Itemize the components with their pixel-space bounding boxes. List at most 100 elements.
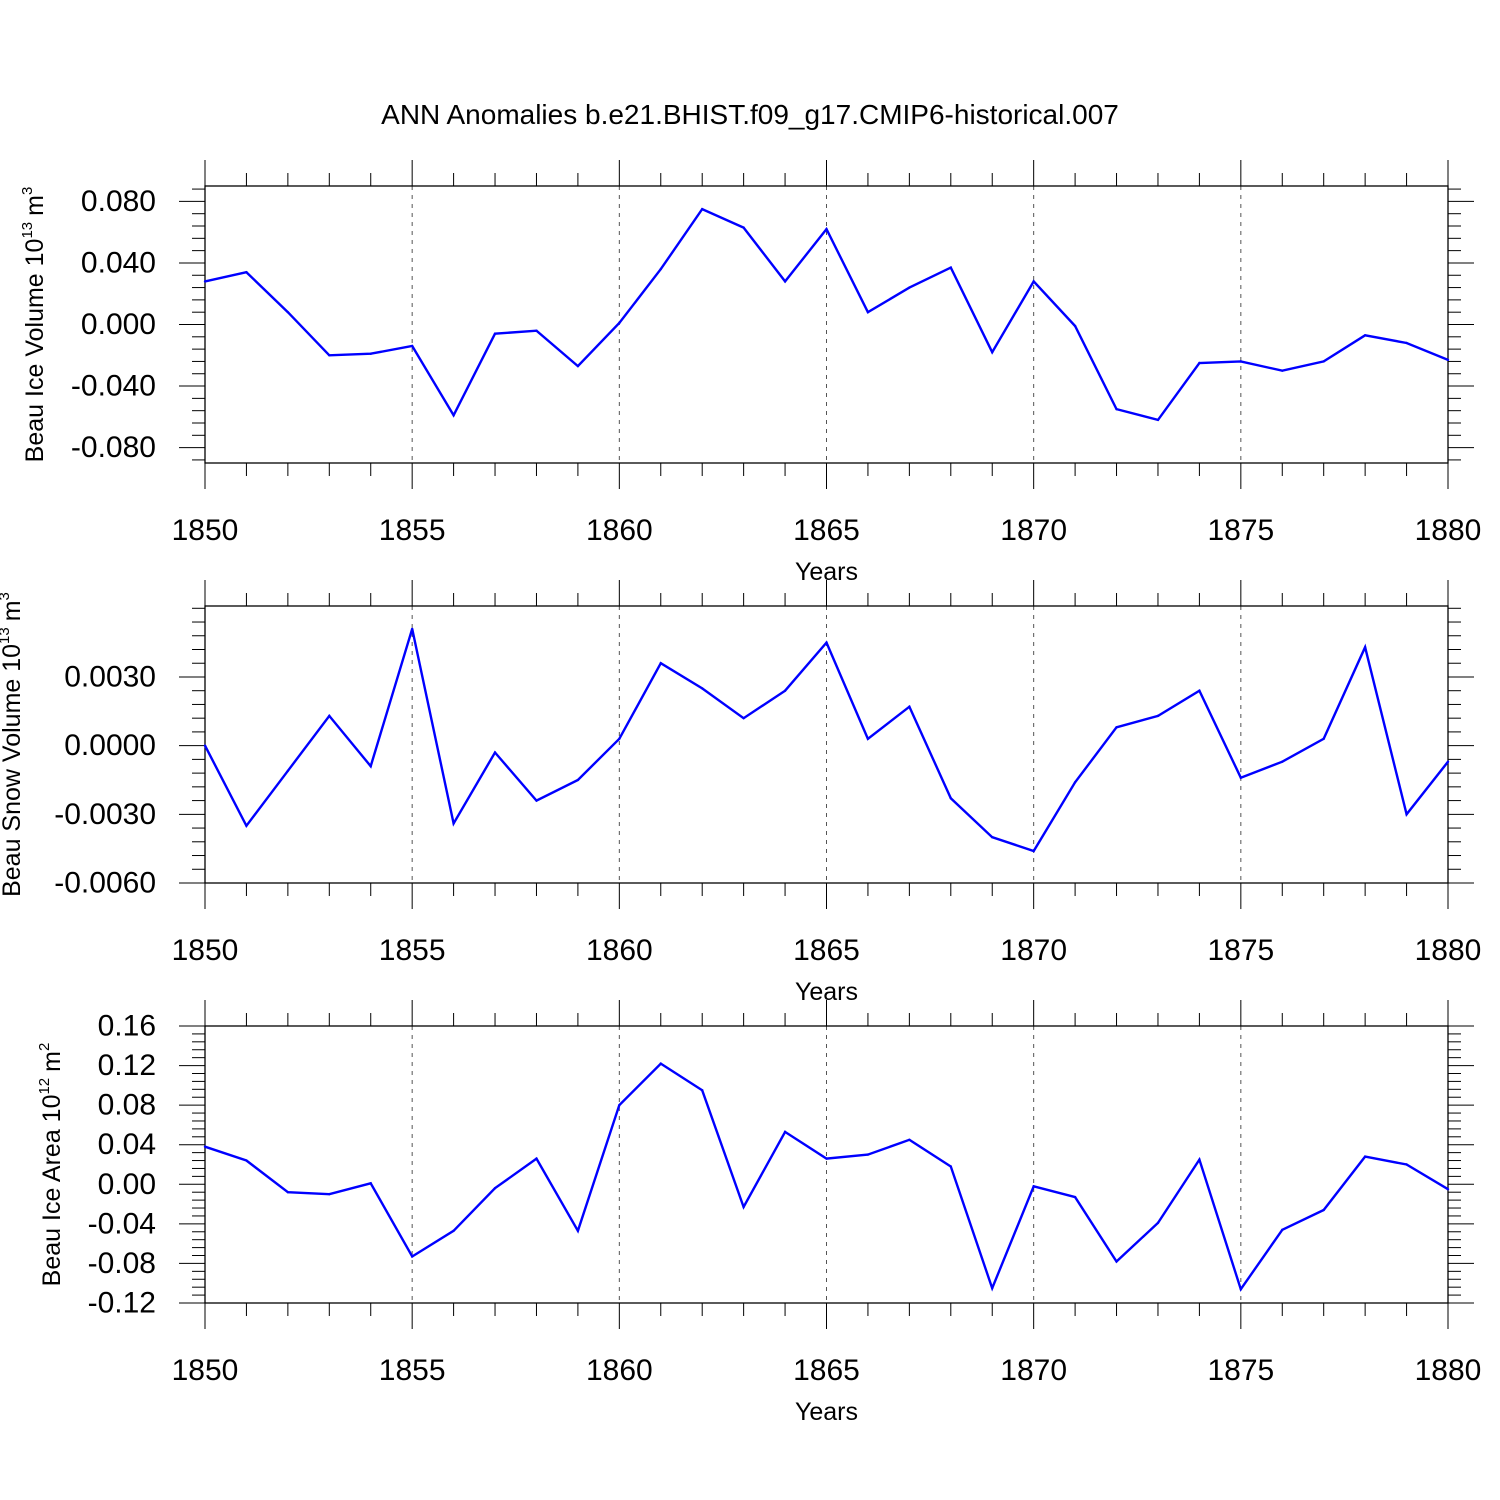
- x-tick-label: 1860: [586, 1354, 653, 1387]
- data-point-1853: [328, 1192, 331, 1196]
- data-point-1852: [286, 1191, 290, 1194]
- data-point-1874: [1198, 689, 1201, 692]
- data-point-1851: [245, 1159, 248, 1162]
- data-point-1874: [1198, 361, 1201, 365]
- data-point-1877: [1322, 360, 1325, 363]
- x-tick-label: 1865: [793, 514, 860, 547]
- data-point-1864: [783, 280, 787, 283]
- data-point-1871: [1073, 1195, 1077, 1199]
- data-point-1866: [866, 310, 870, 314]
- data-point-1850: [203, 1145, 207, 1148]
- data-point-1868: [949, 266, 952, 269]
- data-point-1859: [576, 778, 580, 782]
- data-point-1880: [1446, 358, 1450, 362]
- x-tick-label: 1860: [586, 514, 653, 547]
- data-point-1855: [410, 1255, 414, 1258]
- data-point-1861: [659, 267, 662, 271]
- data-point-1874: [1198, 1158, 1201, 1161]
- data-point-1862: [701, 1089, 704, 1092]
- data-point-1860: [618, 321, 621, 325]
- y-axis-label-unit-exp: 3: [0, 592, 13, 600]
- data-point-1871: [1073, 324, 1077, 328]
- data-point-1862: [701, 687, 704, 690]
- y-axis-label: Beau Snow Volume 1013 m3: [0, 592, 26, 897]
- data-point-1853: [328, 354, 331, 357]
- x-tick-label: 1880: [1415, 934, 1482, 967]
- data-point-1863: [742, 1205, 745, 1209]
- data-point-1867: [908, 705, 911, 708]
- data-point-1865: [825, 227, 828, 231]
- y-axis-label-main: Beau Snow Volume 10: [0, 644, 26, 897]
- data-point-1865: [825, 1157, 828, 1160]
- data-point-1855: [410, 627, 414, 631]
- data-point-1854: [369, 765, 372, 768]
- data-point-1857: [493, 1187, 497, 1190]
- panels: -0.080 -0.040 0.000 0.040 0.080 1850 1855 1860 1…: [0, 160, 1481, 1426]
- x-tick-label: 1860: [586, 934, 653, 967]
- data-point-1878: [1363, 334, 1367, 337]
- y-axis-label-unit: m: [38, 1051, 66, 1072]
- y-axis-label-exp: 12: [36, 1078, 53, 1095]
- chart-title: ANN Anomalies b.e21.BHIST.f09_g17.CMIP6-…: [381, 99, 1119, 130]
- y-axis-label: Beau Ice Area 1012 m2: [36, 1043, 66, 1287]
- x-tick-label: 1855: [379, 514, 446, 547]
- x-tick-label: 1880: [1415, 514, 1482, 547]
- data-point-1860: [618, 1103, 621, 1107]
- y-axis-label-exp: 13: [19, 222, 36, 239]
- data-point-1875: [1239, 360, 1243, 363]
- y-tick-label: -0.0030: [54, 798, 156, 831]
- data-point-1869: [991, 1286, 994, 1290]
- x-tick-label: 1850: [172, 514, 239, 547]
- data-point-1876: [1281, 760, 1284, 763]
- y-axis-label-exp: 13: [0, 627, 13, 644]
- data-point-1861: [659, 1062, 662, 1065]
- data-point-1852: [286, 769, 290, 773]
- y-axis-label-main: Beau Ice Area 10: [38, 1095, 66, 1287]
- data-point-1871: [1073, 781, 1077, 784]
- x-tick-label: 1880: [1415, 1354, 1482, 1387]
- y-tick-label: -0.040: [71, 370, 156, 403]
- data-point-1854: [369, 1182, 372, 1185]
- data-point-1858: [535, 799, 538, 802]
- data-point-1850: [203, 280, 207, 283]
- x-tick-label: 1855: [379, 1354, 446, 1387]
- data-point-1869: [991, 836, 994, 839]
- data-point-1861: [659, 662, 662, 665]
- data-point-1873: [1156, 714, 1160, 718]
- y-tick-label: 0.00: [98, 1168, 156, 1201]
- y-tick-label: -0.08: [88, 1247, 156, 1280]
- data-point-1857: [493, 332, 497, 335]
- data-point-1860: [618, 737, 621, 740]
- data-point-1867: [908, 286, 911, 289]
- data-point-1873: [1156, 418, 1160, 422]
- panel-3: -0.12 -0.08 -0.04 0.00 0.04 0.08 0.12 0.16 1850 1…: [36, 1000, 1481, 1426]
- data-point-1863: [742, 716, 745, 720]
- x-tick-label: 1850: [172, 1354, 239, 1387]
- data-point-1851: [245, 270, 248, 274]
- data-point-1850: [203, 744, 207, 747]
- data-point-1879: [1405, 341, 1408, 345]
- data-point-1864: [783, 689, 787, 692]
- panel-1: -0.080 -0.040 0.000 0.040 0.080 1850 1855 1860 1…: [19, 160, 1481, 586]
- data-point-1872: [1115, 407, 1118, 411]
- x-tick-label: 1870: [1000, 934, 1067, 967]
- data-point-1879: [1405, 813, 1408, 816]
- y-axis-label-unit-exp: 3: [19, 187, 36, 195]
- data-point-1862: [701, 207, 704, 211]
- data-point-1870: [1032, 1185, 1035, 1188]
- y-tick-label: 0.04: [98, 1128, 156, 1161]
- data-point-1879: [1405, 1163, 1408, 1166]
- data-point-1851: [245, 824, 248, 827]
- y-tick-label: 0.0000: [64, 729, 156, 762]
- data-point-1864: [783, 1130, 787, 1134]
- data-point-1853: [328, 714, 331, 718]
- data-point-1866: [866, 737, 870, 740]
- y-tick-label: -0.0060: [54, 867, 156, 900]
- y-tick-label: 0.080: [81, 185, 156, 218]
- data-point-1857: [493, 751, 497, 754]
- y-tick-label: 0.08: [98, 1089, 156, 1122]
- data-point-1859: [576, 1229, 580, 1232]
- y-axis-label-unit: m: [0, 600, 26, 621]
- y-tick-label: 0.0030: [64, 660, 156, 693]
- data-point-1876: [1281, 1228, 1284, 1231]
